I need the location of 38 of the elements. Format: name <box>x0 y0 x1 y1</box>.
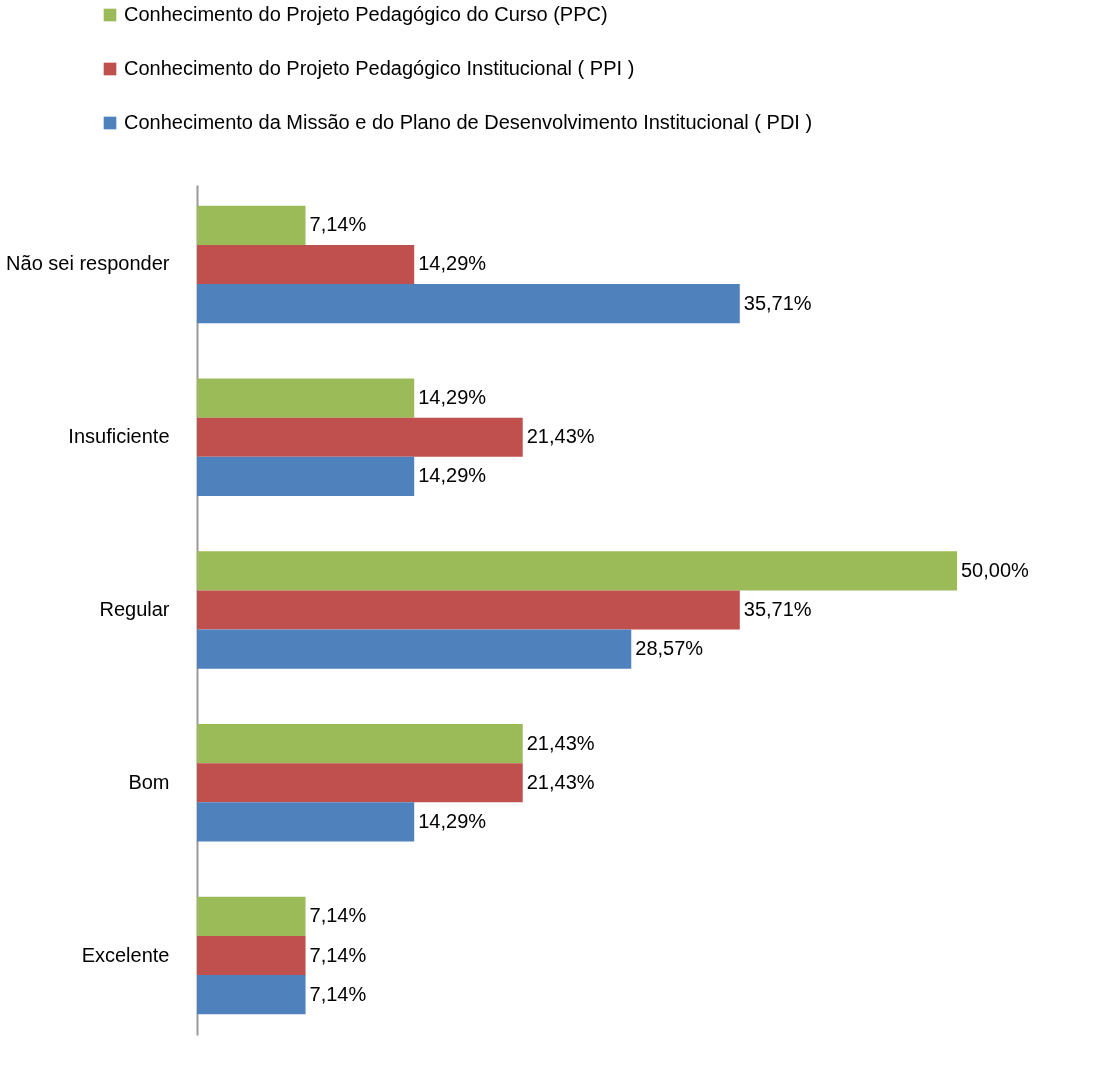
bar <box>197 763 523 803</box>
bar <box>197 896 306 936</box>
data-label: 7,14% <box>309 904 367 927</box>
data-label: 35,71% <box>743 291 812 314</box>
data-label: 7,14% <box>309 213 367 236</box>
bar <box>197 284 740 324</box>
data-label: 14,29% <box>418 386 487 409</box>
y-tick-label: Não sei responder <box>6 252 170 275</box>
bar <box>197 590 740 630</box>
legend-label: Conhecimento da Missão e do Plano de Desenvolvimento Institucional ( PDI ) <box>124 111 813 133</box>
bar <box>197 975 306 1015</box>
y-tick-label: Insuficiente <box>68 425 170 448</box>
y-tick-label: Bom <box>128 770 170 793</box>
data-label: 21,43% <box>526 770 595 793</box>
bar <box>197 802 415 842</box>
data-label: 14,29% <box>418 252 487 275</box>
data-label: 14,29% <box>418 464 487 487</box>
bar <box>197 724 523 764</box>
data-label: 50,00% <box>961 558 1030 581</box>
y-tick-label: Regular <box>99 598 170 620</box>
data-label: 35,71% <box>743 598 812 620</box>
data-label: 21,43% <box>526 731 595 754</box>
data-label: 14,29% <box>418 809 487 832</box>
y-tick-label: Excelente <box>81 943 170 966</box>
legend-label: Conhecimento do Projeto Pedagógico do Curso (PPC) <box>124 3 608 25</box>
legend-label: Conhecimento do Projeto Pedagógico Institucional ( PPI ) <box>124 57 635 79</box>
bar <box>197 417 523 457</box>
bar <box>197 456 415 496</box>
data-label: 21,43% <box>526 425 595 448</box>
bar <box>197 244 415 285</box>
bar <box>197 935 306 976</box>
bar <box>197 205 306 245</box>
data-label: 7,14% <box>309 943 367 966</box>
bar <box>197 551 957 591</box>
bar <box>197 629 632 669</box>
bar <box>197 378 415 418</box>
data-label: 7,14% <box>309 982 367 1005</box>
data-label: 28,57% <box>635 637 704 660</box>
